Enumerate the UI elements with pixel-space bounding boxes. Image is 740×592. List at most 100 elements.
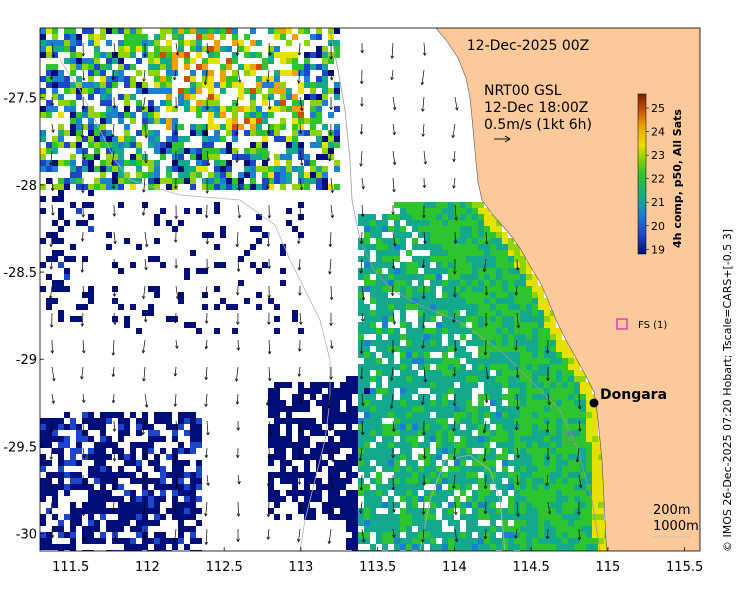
- sst-cell: [112, 148, 118, 154]
- sst-cell: [412, 304, 418, 310]
- sst-cell: [382, 328, 388, 334]
- sst-cell: [118, 118, 124, 124]
- sst-cell: [502, 532, 508, 538]
- sst-cell: [472, 226, 478, 232]
- sst-cell: [538, 526, 544, 532]
- coastline: [435, 28, 608, 551]
- sst-cell: [310, 454, 316, 460]
- sst-cell: [454, 322, 460, 328]
- current-arrow: [423, 231, 427, 244]
- sst-cell: [508, 304, 514, 310]
- sst-cell: [532, 328, 538, 334]
- sst-cell: [400, 484, 406, 490]
- sst-cell: [382, 346, 388, 352]
- sst-cell: [376, 526, 382, 532]
- sst-cell: [400, 538, 406, 544]
- sst-cell: [286, 418, 292, 424]
- sst-cell: [136, 70, 142, 76]
- sst-cell: [268, 28, 274, 34]
- sst-cell: [448, 322, 454, 328]
- sst-cell: [178, 484, 184, 490]
- sst-cell: [544, 514, 550, 520]
- sst-cell: [196, 52, 202, 58]
- sst-cell: [280, 400, 286, 406]
- sst-cell: [76, 130, 82, 136]
- sst-cell: [442, 256, 448, 262]
- sst-cell: [412, 418, 418, 424]
- sst-cell: [436, 448, 442, 454]
- current-arrow: [484, 312, 488, 327]
- sst-cell: [100, 436, 106, 442]
- sst-cell: [466, 316, 472, 322]
- sst-cell: [430, 292, 436, 298]
- sst-cell: [544, 460, 550, 466]
- sst-cell: [544, 322, 550, 328]
- sst-cell: [286, 460, 292, 466]
- sst-cell: [460, 346, 466, 352]
- sst-cell: [556, 382, 562, 388]
- sst-cell: [256, 268, 262, 274]
- x-tick-label: 114: [442, 560, 467, 575]
- sst-cell: [76, 508, 82, 514]
- sst-cell: [520, 400, 526, 406]
- sst-cell: [460, 454, 466, 460]
- sst-cell: [544, 370, 550, 376]
- sst-cell: [526, 490, 532, 496]
- sst-cell: [496, 370, 502, 376]
- sst-cell: [454, 274, 460, 280]
- sst-cell: [202, 292, 208, 298]
- current-arrow: [359, 231, 364, 245]
- sst-cell: [70, 202, 76, 208]
- sst-cell: [550, 550, 556, 551]
- sst-cell: [484, 424, 490, 430]
- sst-cell: [400, 406, 406, 412]
- sst-cell: [520, 490, 526, 496]
- current-arrow: [173, 312, 178, 324]
- sst-cell: [274, 106, 280, 112]
- sst-cell: [424, 286, 430, 292]
- depth-contour-deep: [419, 454, 506, 551]
- sst-cell: [394, 232, 400, 238]
- sst-cell: [472, 214, 478, 220]
- sst-cell: [520, 286, 526, 292]
- sst-cell: [136, 82, 142, 88]
- sst-cell: [298, 88, 304, 94]
- sst-cell: [340, 478, 346, 484]
- sst-cell: [454, 304, 460, 310]
- sst-cell: [274, 88, 280, 94]
- sst-cell: [196, 466, 202, 472]
- sst-cell: [100, 538, 106, 544]
- sst-cell: [388, 238, 394, 244]
- sst-cell: [292, 472, 298, 478]
- sst-cell: [376, 442, 382, 448]
- sst-cell: [118, 112, 124, 118]
- sst-cell: [202, 142, 208, 148]
- sst-cell: [550, 490, 556, 496]
- sst-cell: [58, 178, 64, 184]
- sst-cell: [436, 532, 442, 538]
- sst-cell: [598, 478, 604, 484]
- sst-cell: [448, 370, 454, 376]
- sst-cell: [358, 328, 364, 334]
- sst-cell: [298, 82, 304, 88]
- sst-cell: [460, 400, 466, 406]
- sst-cell: [568, 382, 574, 388]
- sst-cell: [400, 526, 406, 532]
- sst-cell: [82, 256, 88, 262]
- sst-cell: [412, 520, 418, 526]
- sst-cell: [466, 286, 472, 292]
- sst-cell: [124, 424, 130, 430]
- sst-cell: [130, 40, 136, 46]
- sst-cell: [460, 538, 466, 544]
- sst-cell: [544, 382, 550, 388]
- sst-cell: [376, 244, 382, 250]
- sst-cell: [280, 100, 286, 106]
- sst-cell: [220, 226, 226, 232]
- current-arrow: [144, 231, 149, 248]
- sst-cell: [430, 208, 436, 214]
- sst-cell: [484, 340, 490, 346]
- sst-cell: [220, 124, 226, 130]
- sst-cell: [454, 376, 460, 382]
- current-arrow: [111, 123, 115, 138]
- sst-cell: [592, 550, 598, 551]
